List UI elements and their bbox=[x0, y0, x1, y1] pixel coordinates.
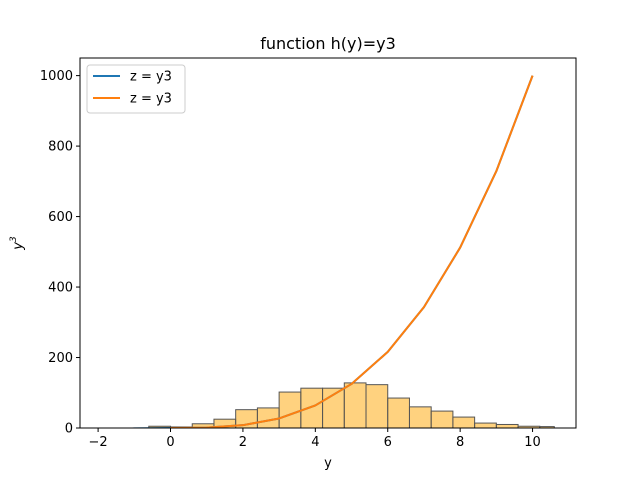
y-tick-label: 600 bbox=[48, 210, 73, 225]
x-tick-label: 8 bbox=[456, 435, 464, 450]
x-tick-label: 4 bbox=[311, 435, 319, 450]
histogram-bar bbox=[300, 387, 324, 429]
y-tick-label: 400 bbox=[48, 281, 73, 296]
y-axis-label: y3 bbox=[9, 236, 26, 251]
y-axis-ticks: 0 200 400 600 800 1000 bbox=[40, 69, 80, 437]
y-tick-label: 800 bbox=[48, 140, 73, 155]
histogram-bars bbox=[148, 382, 555, 429]
plot-frame bbox=[79, 57, 577, 429]
x-tick-label: 2 bbox=[239, 435, 247, 450]
histogram-bar bbox=[387, 397, 410, 429]
series-line-2 bbox=[170, 75, 534, 428]
histogram-bar bbox=[430, 410, 454, 429]
histogram-bar bbox=[278, 391, 302, 429]
legend-label-2: z = y3 bbox=[130, 92, 172, 107]
histogram-bar bbox=[365, 384, 389, 429]
legend-label-1: z = y3 bbox=[130, 70, 172, 85]
x-tick-label: 0 bbox=[166, 435, 174, 450]
x-tick-label: 10 bbox=[524, 435, 541, 450]
chart-title: function h(y)=y3 bbox=[260, 34, 396, 53]
histogram-bar bbox=[343, 382, 367, 429]
histogram-bar bbox=[474, 422, 497, 429]
y-tick-label: 0 bbox=[65, 422, 73, 437]
legend: z = y3 z = y3 bbox=[86, 64, 186, 114]
series-lines bbox=[124, 75, 534, 428]
series-line-1 bbox=[124, 75, 534, 428]
x-tick-label: −2 bbox=[89, 435, 108, 450]
y-axis-label-superscript: 3 bbox=[9, 236, 19, 242]
y-axis-label-base: y bbox=[11, 242, 26, 251]
x-tick-label: 6 bbox=[384, 435, 392, 450]
histogram-bar bbox=[256, 407, 280, 429]
y-tick-label: 1000 bbox=[40, 69, 73, 84]
x-axis-label: y bbox=[324, 456, 332, 471]
y-tick-label: 200 bbox=[48, 351, 73, 366]
x-axis-ticks: −2 0 2 4 6 8 10 bbox=[89, 428, 541, 450]
histogram-bar bbox=[495, 423, 519, 429]
histogram-bar bbox=[452, 416, 476, 429]
histogram-bar bbox=[408, 406, 432, 429]
y-axis-label-group: y3 bbox=[9, 236, 26, 251]
plot-area bbox=[79, 57, 577, 429]
